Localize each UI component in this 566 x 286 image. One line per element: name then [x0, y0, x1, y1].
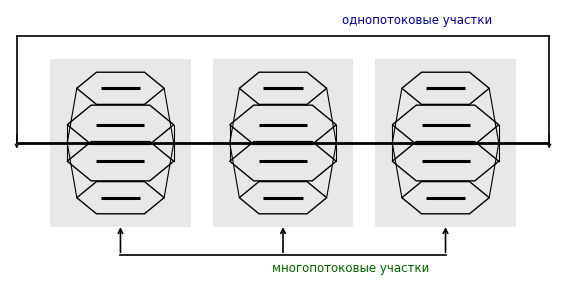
Text: однопотоковые участки: однопотоковые участки — [342, 14, 492, 27]
Bar — [213, 59, 353, 227]
Text: многопотоковые участки: многопотоковые участки — [272, 262, 429, 275]
Bar — [50, 59, 191, 227]
Bar — [375, 59, 516, 227]
